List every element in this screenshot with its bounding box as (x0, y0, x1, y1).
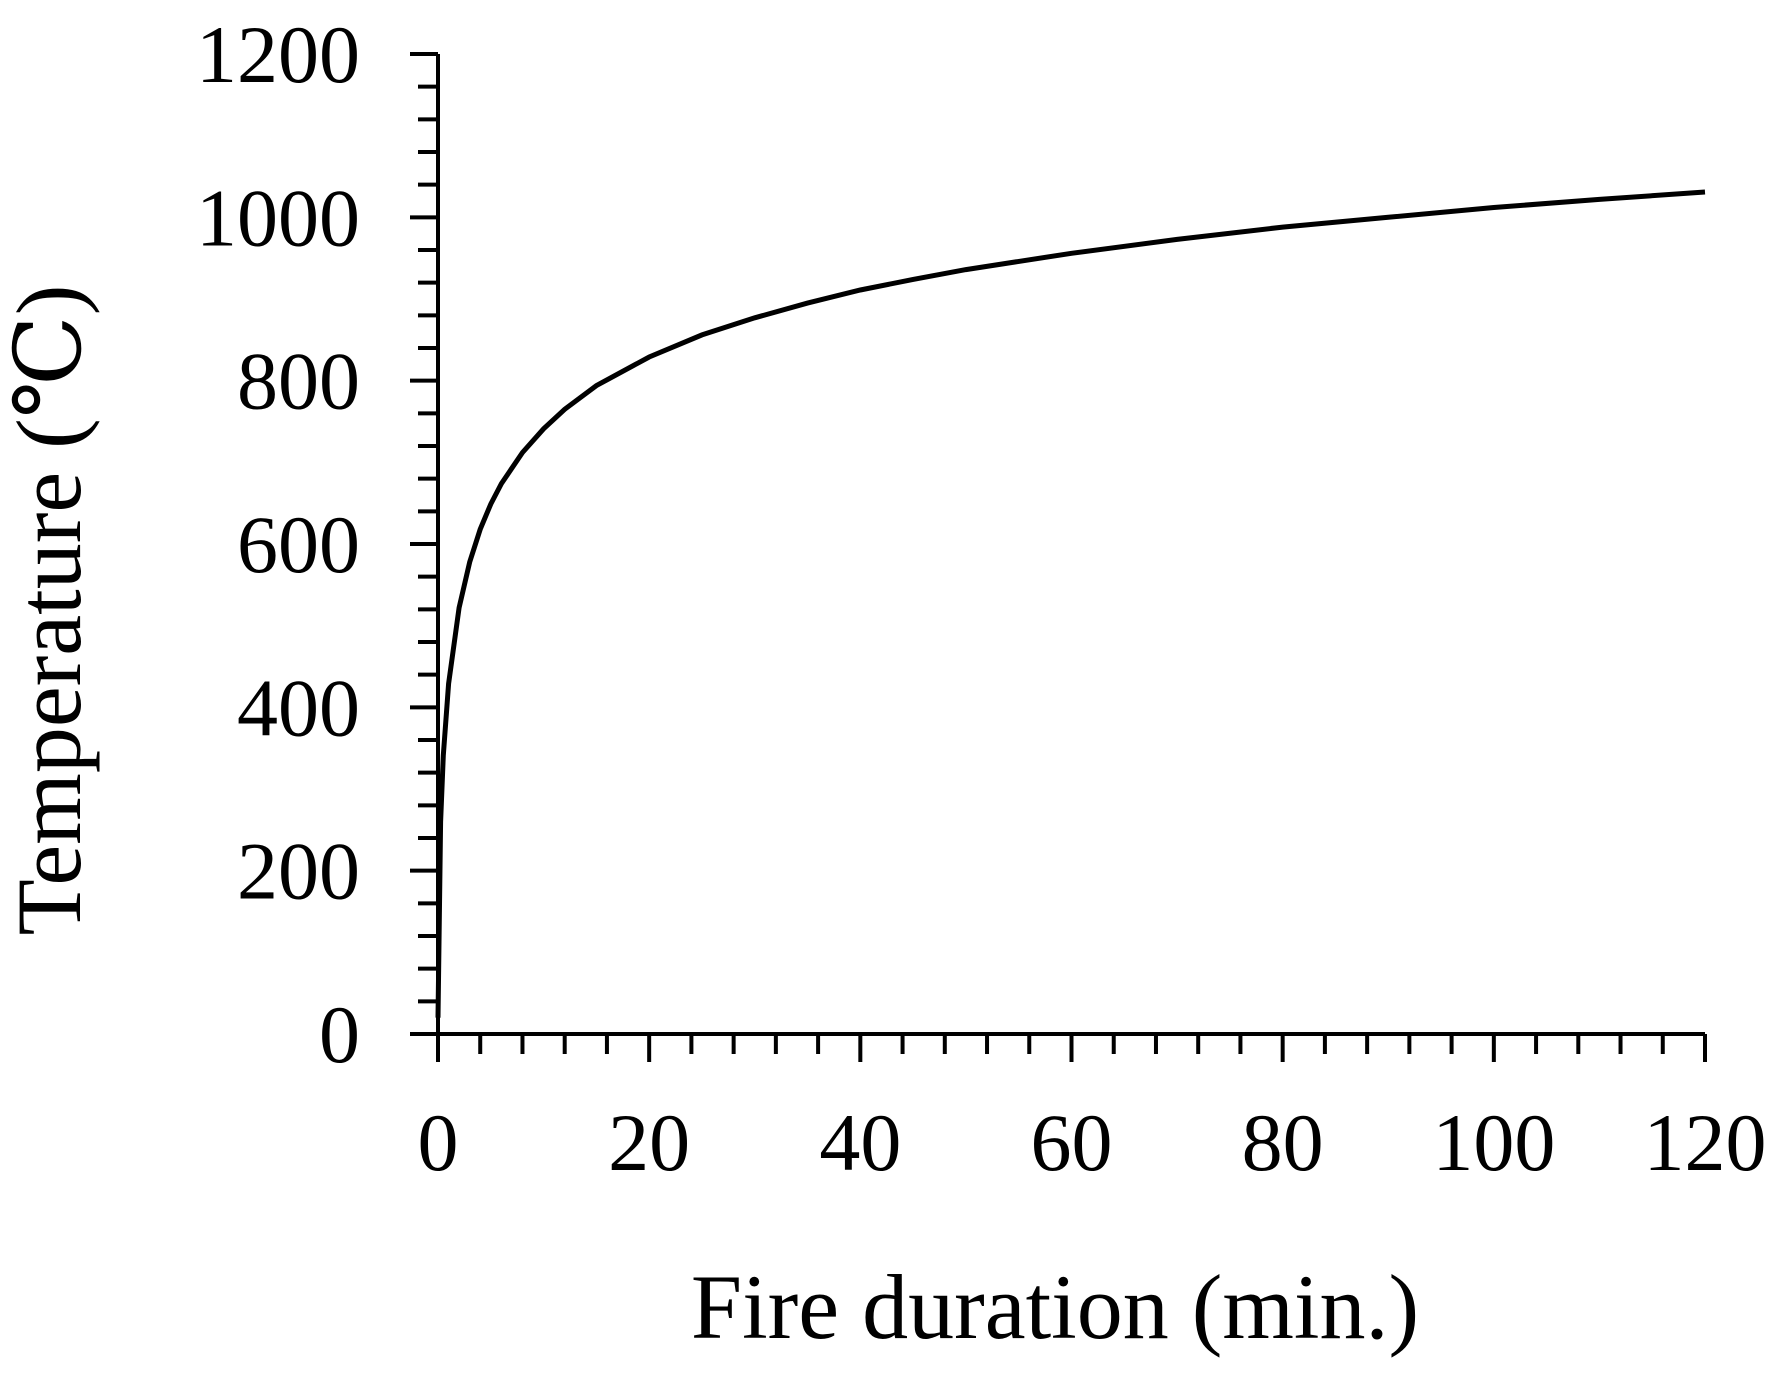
y-tick-label: 0 (319, 989, 360, 1080)
y-tick-label: 1200 (196, 9, 360, 100)
x-axis-title: Fire duration (min.) (691, 1256, 1419, 1358)
y-tick-label: 1000 (196, 172, 360, 263)
axis-tick-labels: 0 200 400 600 800 1000 1200 0 20 40 60 80 100 120 (196, 9, 1767, 1188)
y-tick-label: 200 (237, 826, 360, 917)
x-tick-label: 20 (608, 1097, 690, 1188)
y-tick-label: 400 (237, 662, 360, 753)
x-tick-label: 80 (1242, 1097, 1324, 1188)
x-tick-label: 0 (418, 1097, 459, 1188)
x-tick-label: 100 (1432, 1097, 1555, 1188)
x-tick-label: 60 (1031, 1097, 1113, 1188)
plot-area: 0 200 400 600 800 1000 1200 0 20 40 60 80 100 120 (196, 9, 1767, 1188)
axis-ticks (410, 52, 1707, 1062)
y-tick-label: 800 (237, 336, 360, 427)
y-tick-label: 600 (237, 499, 360, 590)
y-axis-title: Temperature (℃) (0, 285, 100, 936)
temperature-curve (435, 189, 1706, 1018)
x-tick-label: 120 (1644, 1097, 1767, 1188)
x-tick-label: 40 (819, 1097, 901, 1188)
